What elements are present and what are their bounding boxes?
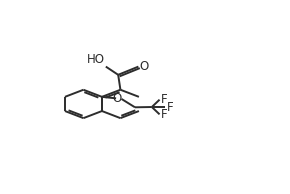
- Text: O: O: [139, 60, 149, 73]
- Text: F: F: [166, 100, 173, 113]
- Text: F: F: [161, 93, 167, 106]
- Text: O: O: [112, 92, 122, 105]
- Text: HO: HO: [87, 53, 105, 66]
- Text: F: F: [161, 108, 167, 121]
